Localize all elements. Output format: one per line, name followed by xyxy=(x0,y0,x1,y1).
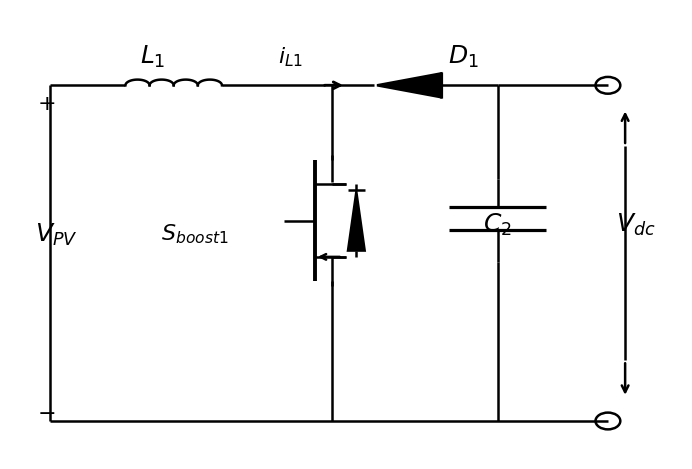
Text: $S_{boost1}$: $S_{boost1}$ xyxy=(161,223,228,246)
Text: $-$: $-$ xyxy=(37,401,55,422)
Text: $L_1$: $L_1$ xyxy=(140,44,165,70)
Text: $+$: $+$ xyxy=(37,94,55,114)
Text: $V_{dc}$: $V_{dc}$ xyxy=(616,212,655,238)
Text: $V_{PV}$: $V_{PV}$ xyxy=(35,221,78,248)
Polygon shape xyxy=(347,190,365,251)
Text: $D_1$: $D_1$ xyxy=(448,44,479,70)
Text: $i_{L1}$: $i_{L1}$ xyxy=(278,45,304,69)
Text: $C_2$: $C_2$ xyxy=(483,212,512,238)
Polygon shape xyxy=(377,73,441,97)
